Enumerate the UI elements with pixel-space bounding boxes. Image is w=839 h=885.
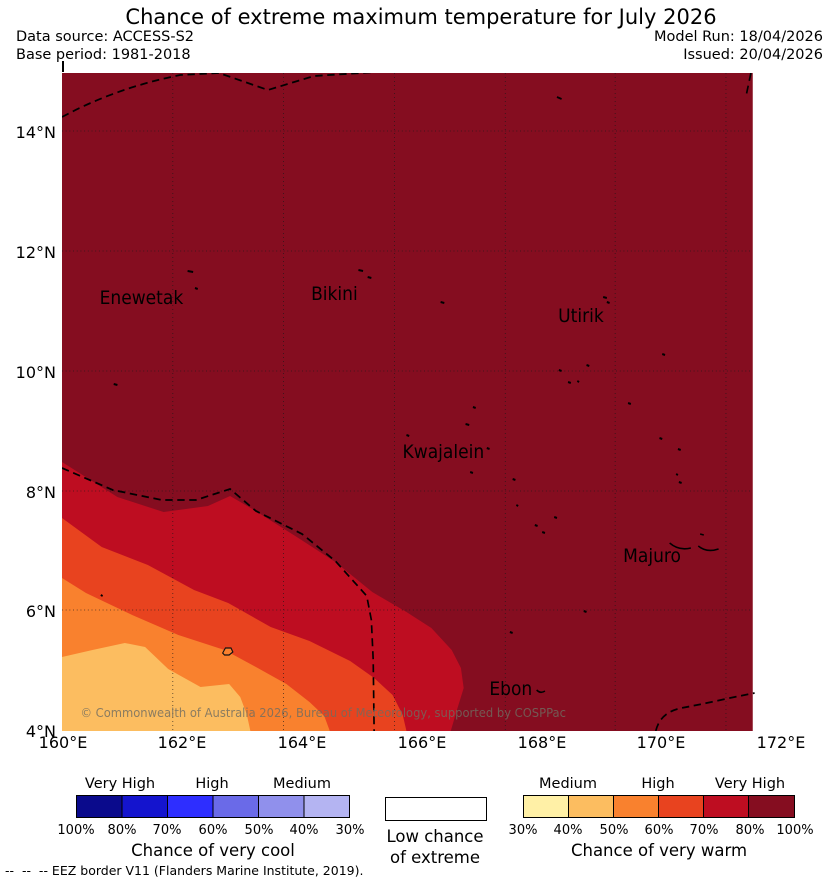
- cool-legend-category-very-high: Very High: [84, 776, 156, 792]
- warm-tick-60: 60%: [644, 823, 674, 838]
- header-meta-right: Model Run: 18/04/2026 Issued: 20/04/2026: [654, 29, 823, 64]
- low-chance-label-line1: Low chance: [386, 827, 484, 846]
- warm-legend-caption: Chance of very warm: [570, 841, 748, 860]
- cool-legend-category-high: High: [195, 776, 229, 792]
- eez-border-note: -- -- -- EEZ border V11 (Flanders Marine…: [5, 863, 364, 878]
- lon-label-168e: 168°E: [517, 733, 567, 752]
- majuro-reef-lines: [536, 533, 719, 694]
- lat-label-12n: 12°N: [15, 243, 56, 262]
- cool-tick-30: 30%: [335, 823, 365, 838]
- eez-border: [62, 73, 755, 731]
- lon-label-160e: 160°E: [38, 733, 88, 752]
- lat-label-4n: 4°N: [25, 722, 56, 741]
- lat-label-14n: 14°N: [15, 123, 56, 142]
- warm-tick-80: 80%: [735, 823, 765, 838]
- lon-label-166e: 166°E: [397, 733, 447, 752]
- place-label-ebon: Ebon: [489, 678, 532, 700]
- warm-tick-100: 100%: [776, 823, 814, 838]
- header-meta-left: Data source: ACCESS-S2 Base period: 1981…: [16, 29, 194, 64]
- lat-label-8n: 8°N: [25, 483, 56, 502]
- base-period-label: Base period: 1981-2018: [16, 46, 191, 63]
- warm-colorbar: [523, 795, 795, 818]
- issued-label: Issued: 20/04/2026: [683, 46, 823, 63]
- warm-tick-70: 70%: [689, 823, 719, 838]
- data-source-label: Data source: ACCESS-S2: [16, 29, 195, 45]
- warm-tick-40: 40%: [553, 823, 583, 838]
- cool-tick-100: 100%: [57, 823, 95, 838]
- kosrae-island: [221, 647, 234, 656]
- cool-legend-caption: Chance of very cool: [131, 841, 295, 860]
- warm-swatch-40: [568, 795, 614, 818]
- cool-tick-80: 80%: [107, 823, 137, 838]
- lon-label-170e: 170°E: [636, 733, 686, 752]
- cool-swatch-60: [212, 795, 259, 818]
- warm-legend-category-very-high: Very High: [714, 776, 786, 792]
- place-label-enewetak: Enewetak: [100, 287, 184, 309]
- warm-swatch-50: [613, 795, 659, 818]
- warm-swatch-80: [748, 795, 795, 818]
- cool-swatch-100: [76, 795, 123, 818]
- lon-label-172e: 172°E: [756, 733, 806, 752]
- lon-label-162e: 162°E: [157, 733, 207, 752]
- place-label-majuro: Majuro: [623, 545, 681, 567]
- low-chance-swatch: [385, 797, 487, 821]
- warm-tick-30: 30%: [508, 823, 538, 838]
- lat-label-10n: 10°N: [15, 363, 56, 382]
- place-label-bikini: Bikini: [311, 283, 358, 305]
- warm-legend-category-high: High: [641, 776, 675, 792]
- cool-swatch-70: [167, 795, 214, 818]
- place-label-utirik: Utirik: [558, 305, 604, 327]
- cool-legend-category-medium: Medium: [273, 776, 331, 792]
- gridlines: [62, 73, 753, 731]
- cool-colorbar: [76, 795, 350, 818]
- warm-legend-category-medium: Medium: [539, 776, 597, 792]
- eez-border-fragment: [62, 61, 64, 72]
- page-title: Chance of extreme maximum temperature fo…: [125, 5, 717, 29]
- warm-swatch-60: [658, 795, 704, 818]
- warm-swatch-30: [523, 795, 569, 818]
- lat-label-6n: 6°N: [25, 602, 56, 621]
- warm-tick-50: 50%: [599, 823, 629, 838]
- cool-tick-70: 70%: [152, 823, 182, 838]
- atoll-marks: [100, 96, 682, 634]
- lon-label-164e: 164°E: [277, 733, 327, 752]
- cool-tick-40: 40%: [289, 823, 319, 838]
- cool-swatch-40: [303, 795, 350, 818]
- copyright-watermark: © Commonwealth of Australia 2026, Bureau…: [80, 706, 565, 721]
- low-chance-label-line2: of extreme: [389, 848, 481, 867]
- cool-tick-60: 60%: [198, 823, 228, 838]
- cool-swatch-50: [258, 795, 305, 818]
- warm-swatch-70: [703, 795, 749, 818]
- place-label-kwajalein: Kwajalein: [403, 441, 485, 463]
- map-band-50: [62, 643, 251, 731]
- model-run-label: Model Run: 18/04/2026: [653, 29, 823, 45]
- cool-swatch-80: [121, 795, 168, 818]
- cool-tick-50: 50%: [244, 823, 274, 838]
- map-canvas: Enewetak Bikini Utirik Kwajalein Majuro …: [62, 73, 755, 731]
